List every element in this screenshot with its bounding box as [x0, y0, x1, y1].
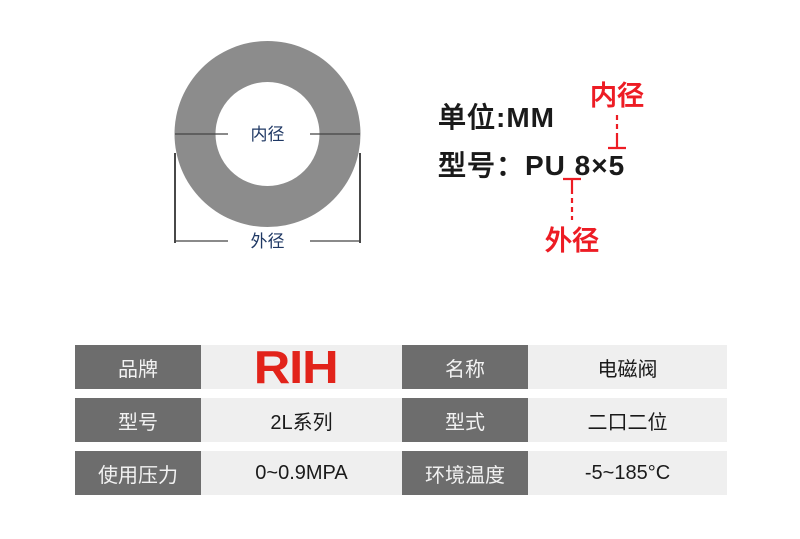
svg-text:内径: 内径 — [590, 81, 644, 111]
svg-text:外径: 外径 — [545, 226, 599, 256]
